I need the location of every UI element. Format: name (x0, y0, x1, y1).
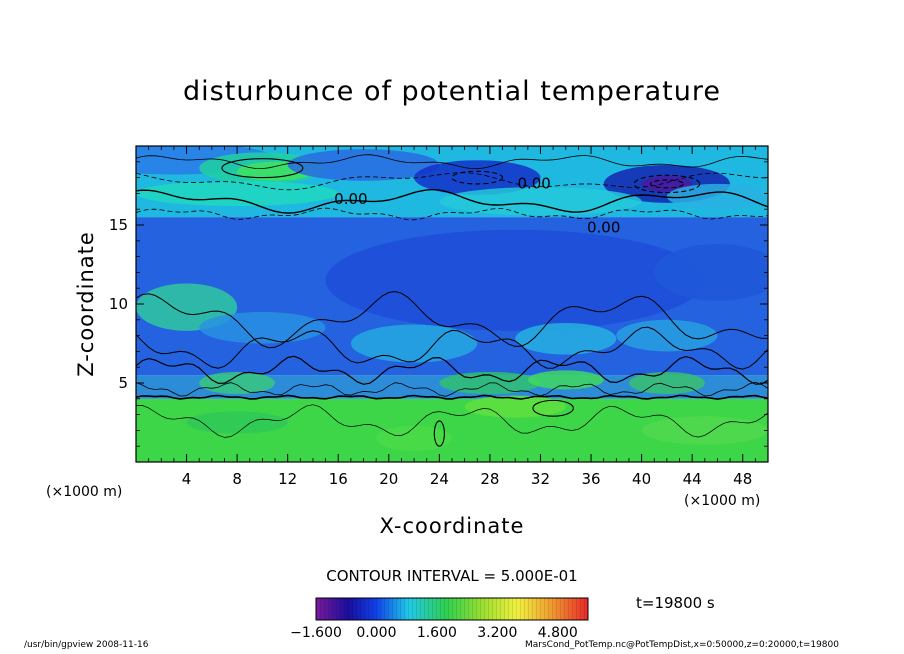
field-patch-8 (136, 180, 339, 207)
field-patch-12 (654, 243, 768, 301)
contour-value-label-0: 0.00 (334, 190, 367, 208)
colorbar-frame (315, 597, 589, 621)
footer-command: /usr/bin/gpview 2008-11-16 (24, 640, 149, 650)
x-tick-label-6: 28 (480, 470, 499, 488)
contour-interval-label: CONTOUR INTERVAL = 5.000E-01 (326, 567, 578, 585)
y-tick-label-1: 10 (109, 295, 128, 313)
x-axis-label: X-coordinate (379, 514, 525, 538)
x-tick-label-1: 8 (232, 470, 242, 488)
field-patch-10 (325, 229, 705, 331)
contour-line-7 (136, 326, 768, 370)
field-patch-20 (628, 371, 705, 395)
colorbar: −1.600 0.000 1.600 3.200 4.800 (290, 597, 589, 641)
x-tick-label-8: 36 (581, 470, 600, 488)
contour-value-label-1: 0.00 (517, 174, 550, 192)
closed-contour-4 (433, 420, 445, 447)
x-tick-label-5: 24 (430, 470, 449, 488)
contour-line-1 (136, 188, 768, 214)
x-tick-label-2: 12 (278, 470, 297, 488)
contour-lines: 0.00 0.00 0.00 (136, 154, 768, 447)
field-patch-21 (464, 395, 566, 418)
x-tick-label-7: 32 (531, 470, 550, 488)
x-tick-label-9: 40 (632, 470, 651, 488)
colorbar-bins (316, 598, 588, 620)
closed-contour-3 (649, 179, 684, 189)
field-patch-23 (186, 411, 288, 434)
field-patch-19 (199, 371, 276, 395)
contour-line-2 (136, 172, 768, 191)
colorbar-tick-label-2: 1.600 (417, 625, 457, 641)
field-patch-9 (666, 183, 768, 210)
field-patch-13 (350, 324, 478, 363)
contour-line-6 (136, 355, 768, 385)
field-patch-15 (199, 311, 326, 344)
x-axis-unit-left: (×1000 m) (46, 484, 123, 500)
x-tick-label-11: 48 (733, 470, 752, 488)
x-tick-label-0: 4 (182, 470, 192, 488)
y-tick-label-0: 5 (118, 374, 128, 392)
closed-contour-5 (532, 399, 574, 417)
contour-line-9 (136, 404, 768, 438)
contour-line-4 (136, 394, 768, 400)
contour-line-3 (136, 154, 768, 170)
field-patch-6 (641, 176, 693, 192)
colorbar-tick-label-3: 3.200 (477, 625, 517, 641)
time-label: t=19800 s (636, 594, 715, 612)
y-tick-label-2: 15 (109, 216, 128, 234)
contour-line-0 (136, 207, 768, 221)
field-patch-14 (515, 322, 617, 355)
field-patch-22 (641, 416, 768, 445)
field-patch-18 (527, 370, 604, 390)
colorbar-tick-label-1: 0.000 (356, 625, 396, 641)
field-patch-7 (439, 187, 642, 216)
field-patch-24 (376, 425, 452, 451)
field-patch-3 (287, 149, 440, 181)
x-tick-label-10: 44 (683, 470, 702, 488)
contour-value-label-2: 0.00 (587, 219, 620, 237)
closed-contour-1 (451, 170, 504, 185)
field-patch-4 (414, 160, 541, 195)
heatmap-field (136, 146, 768, 462)
contour-line-5 (136, 381, 768, 397)
contour-line-8 (136, 290, 768, 349)
closed-contour-2 (633, 174, 701, 194)
colorbar-tick-label-4: 4.800 (538, 625, 578, 641)
closed-contour-0 (221, 158, 304, 179)
x-tick-label-4: 20 (379, 470, 398, 488)
colorbar-tick-label-0: −1.600 (290, 625, 342, 641)
footer-source: MarsCond_PotTemp.nc@PotTempDist,x=0:5000… (525, 640, 839, 650)
x-axis-unit-right: (×1000 m) (684, 493, 761, 509)
x-tick-label-3: 16 (329, 470, 348, 488)
chart-title: disturbunce of potential temperature (183, 76, 721, 107)
